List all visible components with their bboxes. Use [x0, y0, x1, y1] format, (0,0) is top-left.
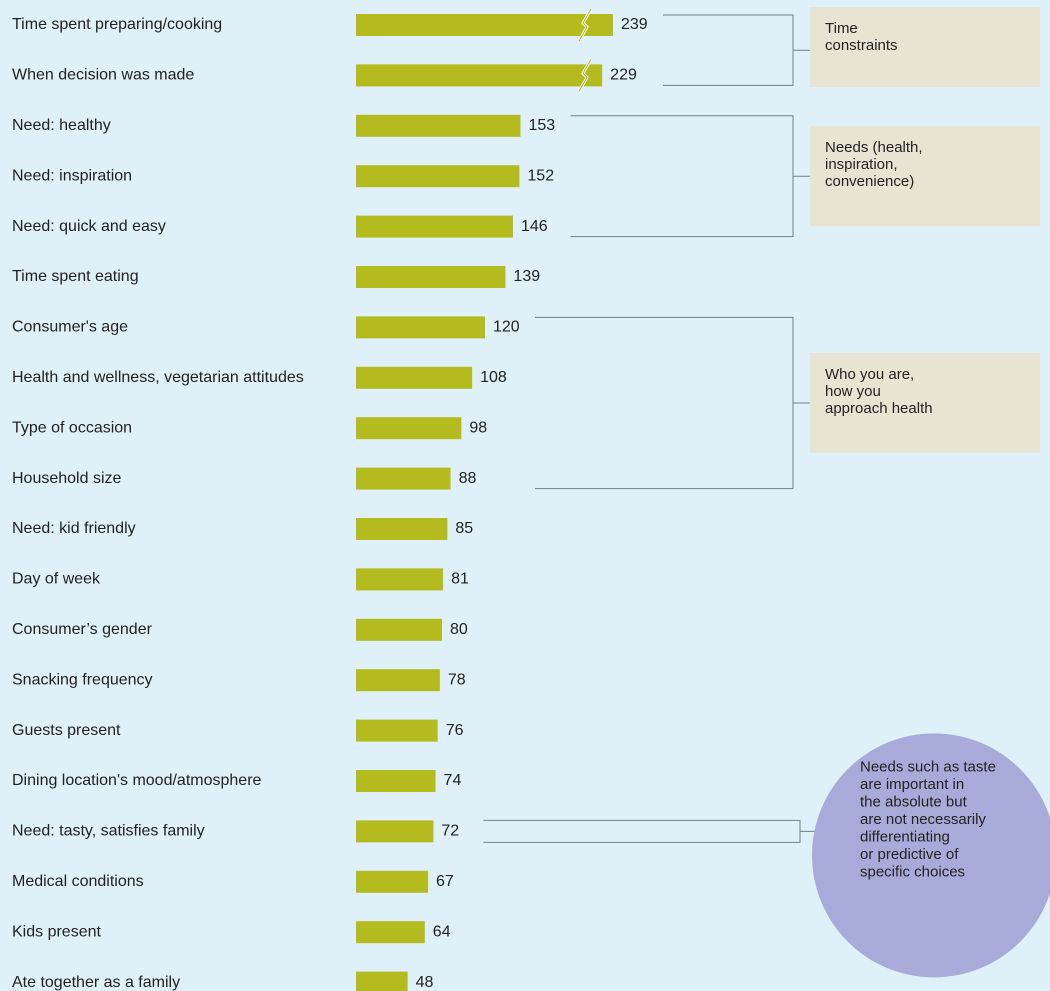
category-label: Need: healthy — [12, 117, 111, 134]
value-label: 81 — [451, 571, 469, 588]
annotation-text: Needs (health, — [825, 139, 923, 156]
value-label: 152 — [527, 167, 554, 184]
category-label: Guests present — [12, 722, 121, 739]
bar — [356, 669, 440, 692]
annotation-text: specific choices — [860, 863, 965, 880]
value-label: 80 — [450, 621, 468, 638]
value-label: 139 — [513, 268, 540, 285]
bar — [356, 518, 448, 540]
category-label: Ate together as a family — [12, 974, 180, 991]
annotation-text: convenience) — [825, 173, 914, 190]
value-label: 229 — [610, 67, 637, 84]
annotation-circle — [812, 733, 1050, 978]
category-label: Medical conditions — [12, 873, 144, 890]
value-label: 64 — [433, 923, 451, 940]
value-label: 48 — [416, 974, 434, 991]
value-label: 74 — [444, 772, 462, 789]
bar — [356, 114, 521, 137]
annotation-text: are not necessarily — [860, 811, 986, 828]
category-label: Health and wellness, vegetarian attitude… — [12, 369, 304, 386]
value-label: 146 — [521, 218, 548, 235]
annotation-text: how you — [825, 383, 881, 400]
value-label: 88 — [459, 470, 477, 487]
annotation-text: inspiration, — [825, 156, 898, 173]
bar — [356, 316, 485, 339]
bar — [356, 870, 429, 893]
category-label: Need: quick and easy — [12, 218, 166, 235]
bar — [356, 971, 408, 991]
value-label: 72 — [441, 823, 459, 840]
annotation-text: Time — [825, 20, 858, 37]
bar — [356, 568, 444, 591]
bar — [356, 719, 438, 742]
annotation-box — [810, 353, 1040, 453]
bar — [356, 467, 451, 490]
annotation-text: approach health — [825, 400, 933, 417]
category-label: Time spent preparing/cooking — [12, 16, 222, 33]
value-label: 67 — [436, 873, 454, 890]
bar — [356, 215, 513, 238]
annotation-text: constraints — [825, 37, 898, 54]
bar — [356, 417, 462, 440]
category-label: Need: kid friendly — [12, 520, 136, 537]
value-label: 153 — [528, 117, 555, 134]
annotation-text: the absolute but — [860, 793, 968, 810]
break-mark — [578, 8, 592, 42]
category-label: Consumer's age — [12, 319, 128, 336]
bracket — [662, 14, 810, 86]
category-label: When decision was made — [12, 67, 194, 84]
category-label: Need: inspiration — [12, 167, 132, 184]
bar — [356, 64, 603, 87]
value-label: 108 — [480, 369, 507, 386]
bracket — [483, 819, 815, 843]
category-label: Kids present — [12, 923, 101, 940]
value-label: 85 — [455, 520, 473, 537]
bar — [356, 165, 520, 188]
category-label: Day of week — [12, 571, 101, 588]
annotation-text: Needs such as taste — [860, 758, 996, 775]
bar — [356, 14, 613, 36]
annotation-text: differentiating — [860, 828, 950, 845]
bar — [356, 366, 473, 389]
bar — [356, 820, 434, 843]
bar — [356, 266, 506, 288]
annotation-box — [810, 7, 1040, 87]
value-label: 78 — [448, 671, 466, 688]
value-label: 76 — [446, 722, 464, 739]
bar — [356, 921, 425, 944]
category-label: Time spent eating — [12, 268, 139, 285]
break-mark — [578, 59, 592, 92]
bracket — [535, 316, 810, 490]
value-label: 98 — [469, 419, 487, 436]
annotation-box — [810, 126, 1040, 227]
bar — [356, 618, 442, 641]
category-label: Dining location's mood/atmosphere — [12, 772, 262, 789]
annotation-text: or predictive of — [860, 846, 959, 863]
bracket — [570, 115, 810, 238]
category-label: Type of occasion — [12, 419, 132, 436]
bar — [356, 770, 436, 792]
category-label: Snacking frequency — [12, 671, 153, 688]
category-label: Consumer’s gender — [12, 621, 153, 638]
value-label: 239 — [621, 16, 648, 33]
annotation-text: are important in — [860, 776, 964, 793]
category-label: Need: tasty, satisfies family — [12, 823, 205, 840]
value-label: 120 — [493, 319, 520, 336]
annotation-text: Who you are, — [825, 366, 914, 383]
category-label: Household size — [12, 470, 122, 487]
